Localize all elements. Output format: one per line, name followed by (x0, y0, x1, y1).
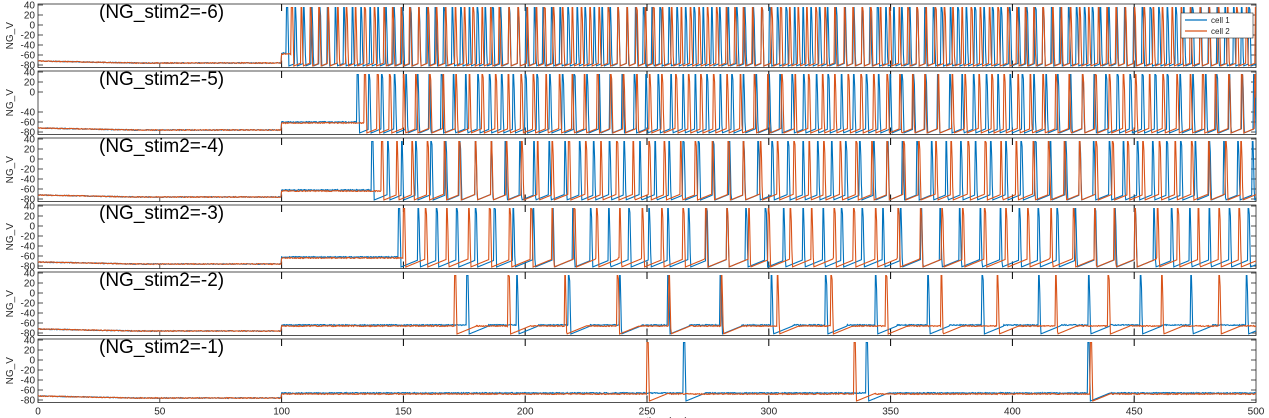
series-line-cell-2 (38, 6, 1256, 67)
ytick-label: 0 (29, 222, 35, 233)
xtick-label: 300 (760, 407, 777, 418)
ytick-label: -80 (21, 128, 36, 139)
panel-title: (NG_stim2=-6) (99, 2, 224, 23)
ytick-label: -40 (21, 175, 36, 186)
ytick-label: -80 (21, 329, 36, 340)
ytick-label: 0 (29, 21, 35, 32)
ytick-label: -80 (21, 396, 36, 407)
panel-title: (NG_stim2=-3) (99, 203, 224, 224)
panel-title: (NG_stim2=-4) (99, 136, 224, 157)
ylabel: NG_V (5, 223, 16, 251)
ytick-label: 40 (24, 269, 36, 280)
ylabel: NG_V (5, 357, 16, 385)
ytick-label: 40 (24, 68, 36, 79)
ytick-label: -40 (21, 41, 36, 52)
ytick-label: -60 (21, 386, 36, 397)
xtick-label: 50 (154, 407, 166, 418)
ytick-label: -60 (21, 319, 36, 330)
ytick-label: -60 (21, 185, 36, 196)
series-line-cell-2 (38, 140, 1256, 201)
ytick-label: -40 (21, 242, 36, 253)
ytick-label: 20 (24, 11, 36, 22)
ytick-label: 0 (29, 289, 35, 300)
ytick-label: 0 (29, 356, 35, 367)
panel-title: (NG_stim2=-2) (99, 270, 224, 291)
ytick-label: -20 (21, 232, 36, 243)
series-line-cell-2 (38, 274, 1256, 335)
ytick-label: -80 (21, 262, 36, 273)
ytick-label: -20 (21, 299, 36, 310)
ytick-label: 40 (24, 135, 36, 146)
ytick-label: -20 (21, 165, 36, 176)
ylabel: NG_V (5, 22, 16, 50)
axes-frame (37, 137, 1257, 202)
xlabel: time (ms) (646, 417, 688, 418)
xtick-label: 350 (882, 407, 899, 418)
ytick-label: -40 (21, 376, 36, 387)
ytick-label: -20 (21, 31, 36, 42)
series-line-cell-2 (38, 73, 1256, 134)
xtick-label: 0 (35, 407, 41, 418)
series-line-cell-2 (38, 207, 1256, 268)
ytick-label: 40 (24, 336, 36, 347)
panel-title: (NG_stim2=-5) (99, 69, 224, 90)
ytick-label: -40 (21, 309, 36, 320)
ytick-label: 40 (24, 202, 36, 213)
xtick-label: 500 (1248, 407, 1265, 418)
ylabel: NG_V (5, 290, 16, 318)
xtick-label: 450 (1126, 407, 1143, 418)
ytick-label: 0 (29, 155, 35, 166)
legend-label: cell 2 (1211, 27, 1230, 36)
ytick-label: 20 (24, 346, 36, 357)
ytick-label: -40 (21, 108, 36, 119)
xtick-label: 250 (639, 407, 656, 418)
ylabel: NG_V (5, 156, 16, 184)
ytick-label: 0 (29, 88, 35, 99)
legend-label: cell 1 (1211, 16, 1230, 25)
ytick-label: 40 (24, 1, 36, 12)
legend-box (1180, 12, 1254, 39)
xtick-label: 200 (517, 407, 534, 418)
ytick-label: 20 (24, 78, 36, 89)
ytick-label: 20 (24, 212, 36, 223)
ytick-label: -60 (21, 51, 36, 62)
legend: cell 1 cell 2 (1180, 12, 1254, 39)
ylabel: NG_V (5, 89, 16, 117)
ytick-label: -60 (21, 252, 36, 263)
panel-title: (NG_stim2=-1) (99, 337, 224, 358)
ytick-label: -80 (21, 195, 36, 206)
ytick-label: -20 (21, 366, 36, 377)
xtick-label: 400 (1004, 407, 1021, 418)
ytick-label: 20 (24, 145, 36, 156)
ytick-label: -80 (21, 61, 36, 72)
xtick-label: 100 (273, 407, 290, 418)
series-line-cell-2 (38, 341, 1256, 402)
ytick-label: 20 (24, 279, 36, 290)
ytick-label: -60 (21, 118, 36, 129)
xtick-label: 150 (395, 407, 412, 418)
